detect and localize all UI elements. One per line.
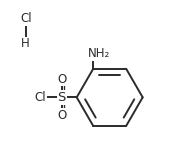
Text: NH₂: NH₂ xyxy=(88,47,110,60)
Text: O: O xyxy=(57,109,66,122)
Text: S: S xyxy=(58,91,66,104)
Text: H: H xyxy=(21,38,30,50)
Text: Cl: Cl xyxy=(20,12,32,25)
Text: O: O xyxy=(57,73,66,86)
Text: Cl: Cl xyxy=(35,91,46,104)
